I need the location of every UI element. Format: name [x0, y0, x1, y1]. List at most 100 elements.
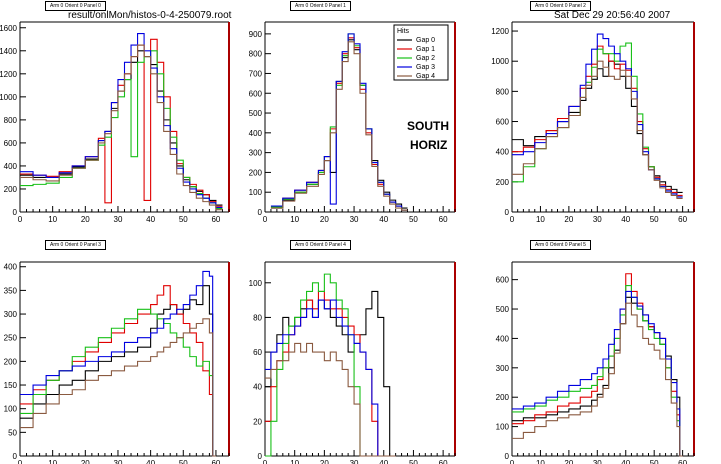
panel-5-ytick-label-0: 0: [505, 452, 510, 461]
panel-0-ytick-label-3: 600: [4, 139, 18, 148]
panel-4-series-0: [265, 290, 396, 457]
panel-5-xtick-label-2: 20: [564, 459, 573, 464]
panel-5-ytick-label-5: 500: [496, 305, 510, 314]
panel-1-series-4: [270, 41, 408, 211]
panel-2-xtick-label-0: 0: [510, 215, 515, 224]
panel-1-ytick-label-0: 0: [258, 208, 263, 217]
horiz-label: HORIZ: [410, 138, 448, 152]
legend-box: [393, 24, 449, 81]
legend-entry-1: Gap 1: [416, 46, 435, 53]
panel-1-xtick-label-4: 40: [379, 215, 388, 224]
panel-5-xtick-label-3: 30: [593, 459, 602, 464]
panel-title-3: Arm 0 Orient 0 Panel 3: [45, 240, 106, 250]
panel-2-xtick-label-1: 10: [536, 215, 545, 224]
legend-title: Hits: [397, 28, 410, 35]
panel-0-ytick-label-0: 0: [13, 208, 18, 217]
panel-2-ytick-label-5: 1000: [491, 57, 509, 66]
panel-3-xtick-label-3: 30: [114, 459, 123, 464]
panel-1-xtick-label-2: 20: [320, 215, 329, 224]
panel-5-xtick-label-6: 60: [678, 459, 687, 464]
panel-1-xtick-label-0: 0: [263, 215, 268, 224]
panel-3-ytick-label-8: 400: [4, 263, 18, 272]
panel-4-ytick-label-5: 100: [249, 279, 263, 288]
panel-1-series-1: [270, 37, 408, 211]
panel-5-xtick-label-5: 50: [650, 459, 659, 464]
panel-0-xtick-label-4: 40: [146, 215, 155, 224]
panel-0-ytick-label-7: 1400: [0, 47, 18, 56]
panel-0-ytick-label-8: 1600: [0, 24, 18, 33]
panel-4-series-3: [265, 299, 396, 457]
panel-1-ytick-label-6: 600: [249, 89, 263, 98]
legend-entry-4: Gap 4: [416, 73, 435, 80]
panel-3-xtick-label-0: 0: [18, 459, 23, 464]
panel-3-ytick-label-4: 200: [4, 357, 18, 366]
panel-5-series-3: [512, 290, 683, 457]
panel-1-xtick-label-6: 60: [439, 215, 448, 224]
panel-3-ytick-label-6: 300: [4, 310, 18, 319]
panel-1-ytick-label-7: 700: [249, 69, 263, 78]
panel-1-xtick-label-5: 50: [409, 215, 418, 224]
panel-0-xtick-label-6: 60: [211, 215, 220, 224]
panel-0-ytick-label-4: 800: [4, 116, 18, 125]
panel-0-xtick-label-1: 10: [48, 215, 57, 224]
panel-4-xtick-label-4: 40: [379, 459, 388, 464]
panel-0-series-3: [20, 32, 223, 208]
panel-title-1: Arm 0 Orient 0 Panel 1: [290, 1, 351, 11]
panel-2-xtick-label-4: 40: [621, 215, 630, 224]
panel-3-ytick-label-2: 100: [4, 405, 18, 414]
panel-3-ytick-label-0: 0: [13, 452, 18, 461]
panel-1-ytick-label-4: 400: [249, 129, 263, 138]
panel-5-series-1: [512, 273, 683, 457]
panel-3-xtick-label-4: 40: [146, 459, 155, 464]
panel-3-series-4: [20, 318, 216, 457]
panel-2-series-0: [512, 60, 683, 193]
panel-1-ytick-label-2: 200: [249, 168, 263, 177]
panel-4-ytick-label-0: 0: [258, 452, 263, 461]
panel-2-ytick-label-2: 400: [496, 148, 510, 157]
panel-0-xtick-label-3: 30: [114, 215, 123, 224]
panel-5-xtick-label-0: 0: [510, 459, 515, 464]
panel-0-series-0: [20, 50, 223, 206]
panel-5-series-4: [512, 302, 683, 457]
panel-4-xtick-label-2: 20: [320, 459, 329, 464]
panel-0-xtick-label-5: 50: [179, 215, 188, 224]
panel-0-xtick-label-2: 20: [81, 215, 90, 224]
legend-entry-2: Gap 2: [416, 55, 435, 62]
panel-2-ytick-label-6: 1200: [491, 27, 509, 36]
panel-2-xtick-label-2: 20: [564, 215, 573, 224]
south-label: SOUTH: [407, 119, 449, 133]
panel-3-xtick-label-6: 60: [211, 459, 220, 464]
panel-1-series-3: [270, 33, 408, 211]
panel-1-ytick-label-1: 100: [249, 188, 263, 197]
panel-2-ytick-label-1: 200: [496, 178, 510, 187]
timestamp-label: Sat Dec 29 20:56:40 2007: [554, 10, 671, 21]
panel-0-xtick-label-0: 0: [18, 215, 23, 224]
panel-0-ytick-label-6: 1200: [0, 70, 18, 79]
panel-0-ytick-label-1: 200: [4, 185, 18, 194]
panel-3-ytick-label-1: 50: [8, 428, 17, 437]
panel-4-series-4: [265, 342, 396, 457]
panel-2-ytick-label-4: 800: [496, 87, 510, 96]
panel-4-ytick-label-2: 40: [253, 383, 262, 392]
panel-title-5: Arm 0 Orient 0 Panel 5: [530, 240, 591, 250]
panel-5-ytick-label-3: 300: [496, 364, 510, 373]
legend-entry-0: Gap 0: [416, 37, 435, 44]
panel-1-xtick-label-1: 10: [290, 215, 299, 224]
panel-1-ytick-label-8: 800: [249, 50, 263, 59]
panel-2-xtick-label-5: 50: [650, 215, 659, 224]
panel-5-ytick-label-4: 400: [496, 334, 510, 343]
panel-5-ytick-label-6: 600: [496, 276, 510, 285]
panel-2-series-4: [512, 60, 683, 199]
panel-4-xtick-label-5: 50: [409, 459, 418, 464]
panel-2-xtick-label-3: 30: [593, 215, 602, 224]
panel-1-ytick-label-9: 900: [249, 30, 263, 39]
panel-1-series-2: [270, 33, 408, 211]
panel-title-0: Arm 0 Orient 0 Panel 0: [45, 1, 106, 11]
panel-5-xtick-label-1: 10: [536, 459, 545, 464]
panel-0-series-4: [20, 44, 223, 211]
panel-3-series-2: [20, 308, 216, 457]
panel-4-ytick-label-4: 80: [253, 313, 262, 322]
panel-4-xtick-label-1: 10: [290, 459, 299, 464]
panel-5-xtick-label-4: 40: [621, 459, 630, 464]
